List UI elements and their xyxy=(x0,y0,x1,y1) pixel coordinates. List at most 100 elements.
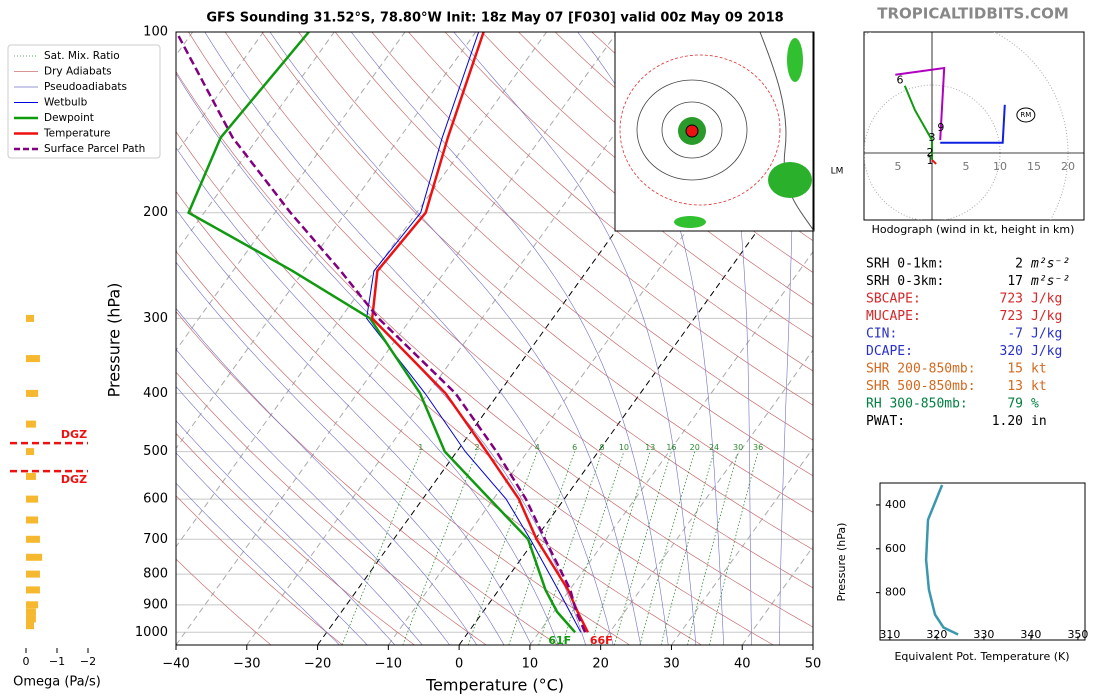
pseudoadiabat xyxy=(176,420,396,645)
dry-adiabat xyxy=(176,371,487,645)
pseudoadiabat xyxy=(779,32,793,645)
hodograph-tick-label: 5 xyxy=(963,160,970,173)
thetae-frame xyxy=(879,482,1086,641)
index-unit: J/kg xyxy=(1031,327,1062,342)
omega-bar xyxy=(26,314,35,322)
dgz-label: DGZ xyxy=(61,428,87,441)
mixing-ratio-line xyxy=(341,451,422,645)
x-tick-label: 40 xyxy=(734,657,751,672)
legend-label: Dewpoint xyxy=(44,112,94,124)
index-label: SBCAPE: xyxy=(866,292,921,307)
thetae-line xyxy=(924,484,959,636)
mixing-ratio-label: 4 xyxy=(535,443,540,452)
omega-bar xyxy=(26,570,40,578)
mixing-ratio-line xyxy=(508,451,576,645)
index-unit: in xyxy=(1031,414,1047,429)
mixing-ratio-line xyxy=(562,451,625,645)
x-tick-label: 20 xyxy=(592,657,609,672)
hodograph-line xyxy=(903,85,933,160)
pseudoadiabat xyxy=(176,307,478,645)
x-axis-label: Temperature (°C) xyxy=(425,676,564,695)
mixing-ratio-line xyxy=(402,451,478,645)
dry-adiabat xyxy=(176,558,272,645)
index-unit: J/kg xyxy=(1031,309,1062,324)
mixing-ratio-label: 1 xyxy=(418,443,423,452)
y-tick-label: 700 xyxy=(143,532,168,547)
index-unit: J/kg xyxy=(1031,344,1062,359)
omega-bar xyxy=(26,535,40,543)
pseudoadiabat xyxy=(269,32,641,645)
index-value: 15 xyxy=(1007,362,1023,377)
hodograph xyxy=(864,32,1084,220)
omega-bar xyxy=(26,516,39,524)
y-tick-label: 500 xyxy=(143,444,168,459)
pseudoadiabat xyxy=(176,452,368,645)
thetae-y-label: Pressure (hPa) xyxy=(835,523,848,602)
index-unit: kt xyxy=(1031,379,1047,394)
index-label: SRH 0-1km: xyxy=(866,257,944,272)
skewt-plot xyxy=(176,32,813,645)
legend-label: Pseudoadiabats xyxy=(44,81,127,93)
index-label: CIN: xyxy=(866,327,897,342)
hodograph-line xyxy=(940,104,1006,144)
dry-adiabat xyxy=(408,32,813,372)
x-tick-label: 310 xyxy=(879,628,900,641)
mixing-ratio-line xyxy=(639,451,696,645)
hodograph-line xyxy=(931,159,937,165)
index-unit: m²s⁻² xyxy=(1030,274,1070,289)
x-tick-label: −2 xyxy=(80,655,96,668)
y-tick-label: 900 xyxy=(143,597,168,612)
x-tick-label: 10 xyxy=(522,657,539,672)
y-tick-label: 800 xyxy=(143,567,168,582)
index-value: 2 xyxy=(1015,257,1023,272)
storm-motion-marker xyxy=(1016,107,1036,123)
mixing-ratio-line xyxy=(709,451,759,645)
x-tick-label: 350 xyxy=(1067,628,1088,641)
y-tick-label: 300 xyxy=(143,311,168,326)
index-value: 17 xyxy=(1007,274,1023,289)
pseudoadiabat xyxy=(204,32,614,645)
pseudoadiabat xyxy=(176,72,586,645)
dry-adiabat xyxy=(176,190,702,645)
x-tick-label: 50 xyxy=(805,657,822,672)
omega-bar xyxy=(26,472,36,480)
index-value: 79 xyxy=(1007,397,1023,412)
y-tick-label: 1000 xyxy=(135,625,168,640)
index-label: SHR 200-850mb: xyxy=(866,362,976,377)
height-label: 1 xyxy=(926,154,933,167)
pseudoadiabat xyxy=(577,32,725,645)
mixing-ratio-label: 36 xyxy=(753,443,763,452)
isotherm xyxy=(317,32,760,645)
mixing-ratio-line xyxy=(590,451,651,645)
legend-box xyxy=(7,44,161,159)
isotherm xyxy=(671,447,813,645)
inset-map xyxy=(614,31,815,232)
dry-adiabat xyxy=(224,32,813,551)
omega-bar xyxy=(26,608,36,616)
mixing-ratio-label: 6 xyxy=(572,443,577,452)
legend-label: Temperature xyxy=(43,128,111,140)
mixing-ratio-label: 20 xyxy=(690,443,700,452)
y-tick-label: 200 xyxy=(143,205,168,220)
hodograph-tick-label: 20 xyxy=(1061,160,1075,173)
index-label: RH 300-850mb: xyxy=(866,397,968,412)
x-tick-label: 320 xyxy=(926,628,947,641)
omega-bar xyxy=(26,601,39,609)
y-tick-label: 100 xyxy=(143,25,168,40)
height-label: 2 xyxy=(926,146,933,159)
legend-label: Dry Adiabats xyxy=(44,66,112,78)
dry-adiabat xyxy=(371,32,813,406)
hodograph-tick-label: 10 xyxy=(993,160,1007,173)
y-tick-label: 600 xyxy=(143,492,168,507)
index-label: SHR 500-850mb: xyxy=(866,379,976,394)
omega-bar xyxy=(26,495,39,503)
pseudoadiabat xyxy=(350,32,669,645)
legend-label: Sat. Mix. Ratio xyxy=(44,50,120,62)
index-value: 1.20 xyxy=(992,414,1023,429)
x-tick-label: −1 xyxy=(49,655,65,668)
mixing-ratio-label: 10 xyxy=(619,443,629,452)
pseudoadiabat xyxy=(176,261,505,645)
index-label: SRH 0-3km: xyxy=(866,274,944,289)
mixing-ratio-line xyxy=(660,451,715,645)
